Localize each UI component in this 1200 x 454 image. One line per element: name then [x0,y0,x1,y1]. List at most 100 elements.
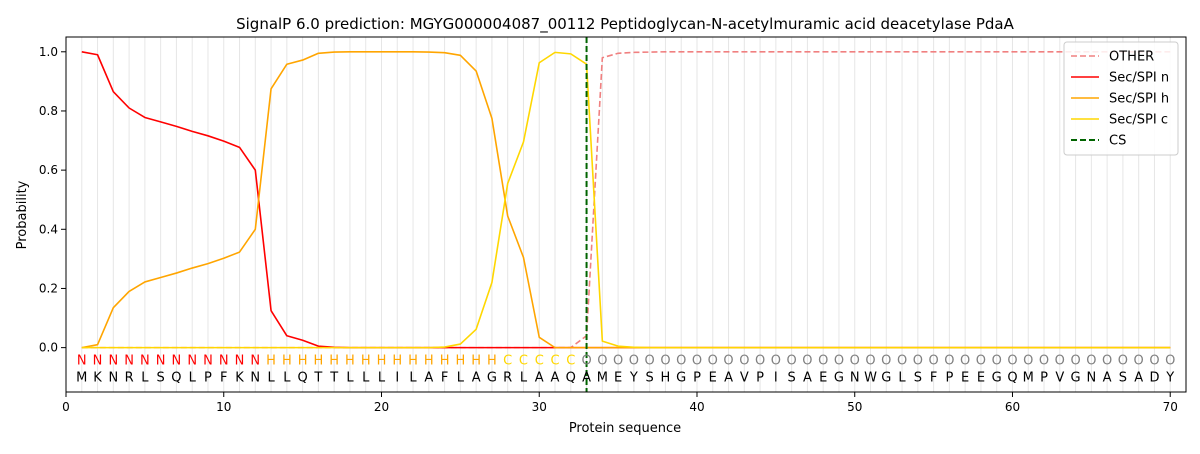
residue-label: N [250,371,260,386]
region-label: H [440,354,450,369]
region-label: N [156,354,166,369]
residue-label: T [313,371,322,386]
legend-entry: OTHER [1109,50,1154,65]
region-label: O [818,354,828,369]
residue-label: L [378,371,386,386]
region-label: N [187,354,197,369]
legend: OTHER Sec/SPI n Sec/SPI h Sec/SPI c CS [1063,41,1179,156]
region-label: N [235,354,245,369]
region-label: O [787,354,797,369]
residue-label: P [1040,371,1048,386]
region-label: O [913,354,923,369]
residue-label: D [1149,371,1159,386]
residue-label: L [189,371,197,386]
legend-entry: Sec/SPI n [1109,71,1169,86]
region-label: O [676,354,686,369]
residue-label: R [503,371,512,386]
region-label: C [519,354,528,369]
series-line-3 [81,51,1171,349]
residue-label: A [1134,371,1143,386]
region-label: H [361,354,371,369]
region-label: O [723,354,733,369]
legend-entry: Sec/SPI h [1109,92,1169,107]
residue-label: M [597,371,608,386]
residue-label: Q [171,371,181,386]
residue-label: Q [1007,371,1017,386]
residue-label: L [267,371,275,386]
residue-label: P [204,371,212,386]
region-label: H [329,354,339,369]
residue-label: W [864,371,877,386]
region-label: O [645,354,655,369]
residue-label: F [930,371,937,386]
y-tick-label: 1.0 [39,45,58,59]
region-label: O [1023,354,1033,369]
residue-label: G [487,371,497,386]
region-label: N [219,354,229,369]
residue-label: R [125,371,134,386]
residue-label: A [472,371,481,386]
x-tick-label: 60 [1005,400,1020,414]
residue-label: G [676,371,686,386]
residue-label: E [614,371,622,386]
x-axis-label: Protein sequence [569,421,681,436]
residue-label: L [346,371,354,386]
region-label: O [834,354,844,369]
residue-label: F [220,371,227,386]
region-label: C [535,354,544,369]
residue-label: Y [1165,371,1174,386]
region-label: N [172,354,182,369]
region-label: O [1039,354,1049,369]
region-label: O [928,354,938,369]
residue-label: T [329,371,338,386]
x-tick-label: 10 [216,400,231,414]
region-label: N [250,354,260,369]
region-label: O [1070,354,1080,369]
region-label: O [1134,354,1144,369]
x-tick-label: 20 [374,400,389,414]
region-label: N [203,354,213,369]
residue-label: S [1119,371,1127,386]
region-label: O [739,354,749,369]
residue-label: L [409,371,417,386]
region-label: O [865,354,875,369]
region-label: O [629,354,639,369]
series-lines [81,37,1171,392]
region-label: H [408,354,418,369]
region-label: O [755,354,765,369]
residue-label: I [395,371,399,386]
residue-label: L [457,371,465,386]
residue-label: E [709,371,717,386]
residue-label: N [108,371,118,386]
residue-label: P [945,371,953,386]
residue-label: A [424,371,433,386]
y-tick-label: 0.4 [39,222,58,236]
residue-label: G [992,371,1002,386]
region-label: O [850,354,860,369]
region-label: H [392,354,402,369]
residue-label: Y [629,371,638,386]
residue-label: A [551,371,560,386]
residue-label: E [977,371,985,386]
region-label: H [345,354,355,369]
residue-label: G [1071,371,1081,386]
region-label: O [992,354,1002,369]
residue-label: S [157,371,165,386]
residue-label: Q [298,371,308,386]
residue-label: G [881,371,891,386]
region-label: O [581,354,591,369]
legend-box [1063,41,1179,156]
y-axis-label: Probability [15,180,30,249]
region-label: C [550,354,559,369]
region-label: O [1007,354,1017,369]
region-label: O [1165,354,1175,369]
residue-label: V [740,371,749,386]
residue-label: L [141,371,149,386]
residue-label: M [76,371,87,386]
x-tick-label: 40 [689,400,704,414]
region-label: H [314,354,324,369]
region-label: O [802,354,812,369]
region-label: C [566,354,575,369]
residue-label: V [1055,371,1064,386]
